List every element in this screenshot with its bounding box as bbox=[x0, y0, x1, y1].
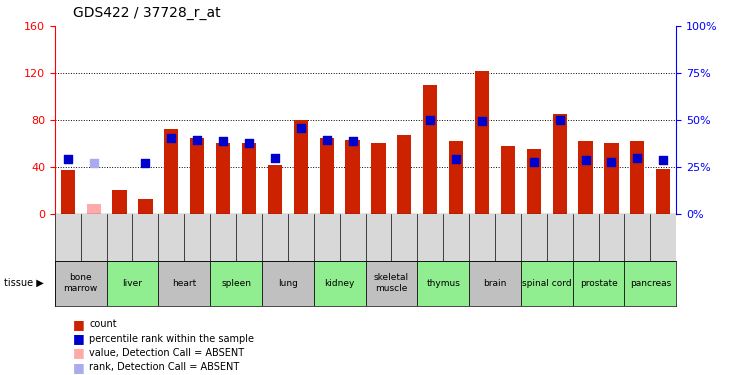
Bar bbox=[475, 71, 489, 214]
Text: GDS422 / 37728_r_at: GDS422 / 37728_r_at bbox=[73, 6, 221, 20]
Bar bbox=[61, 170, 75, 214]
Point bbox=[295, 125, 306, 131]
Text: pancreas: pancreas bbox=[629, 279, 671, 288]
Point bbox=[165, 135, 177, 141]
Text: ■: ■ bbox=[73, 346, 85, 359]
Point bbox=[217, 138, 229, 144]
Point bbox=[425, 117, 436, 123]
Bar bbox=[107, 261, 159, 306]
Bar bbox=[449, 141, 463, 214]
Bar bbox=[469, 261, 520, 306]
Bar bbox=[190, 138, 205, 214]
Text: percentile rank within the sample: percentile rank within the sample bbox=[89, 334, 254, 344]
Text: kidney: kidney bbox=[325, 279, 355, 288]
Bar bbox=[397, 135, 412, 214]
Bar bbox=[521, 261, 572, 306]
Text: ■: ■ bbox=[73, 332, 85, 345]
Bar bbox=[262, 261, 314, 306]
Text: heart: heart bbox=[172, 279, 197, 288]
Text: count: count bbox=[89, 320, 117, 329]
Text: ■: ■ bbox=[73, 318, 85, 331]
Bar bbox=[417, 261, 469, 306]
Bar bbox=[314, 261, 366, 306]
Bar bbox=[86, 204, 101, 214]
Bar bbox=[268, 165, 282, 214]
Bar bbox=[371, 144, 385, 214]
Bar bbox=[294, 120, 308, 214]
Point bbox=[140, 160, 151, 166]
Bar bbox=[211, 261, 262, 306]
Bar bbox=[113, 190, 126, 214]
Point bbox=[243, 141, 255, 147]
Bar bbox=[138, 198, 153, 214]
Bar bbox=[216, 144, 230, 214]
Point bbox=[450, 156, 462, 162]
Text: spinal cord: spinal cord bbox=[522, 279, 572, 288]
Point bbox=[62, 156, 74, 162]
Text: liver: liver bbox=[123, 279, 143, 288]
Bar bbox=[164, 129, 178, 214]
Text: ■: ■ bbox=[73, 361, 85, 374]
Text: value, Detection Call = ABSENT: value, Detection Call = ABSENT bbox=[89, 348, 244, 358]
Bar bbox=[501, 146, 515, 214]
Bar bbox=[423, 85, 437, 214]
Bar bbox=[55, 261, 107, 306]
Bar bbox=[366, 261, 417, 306]
Bar bbox=[242, 144, 256, 214]
Point bbox=[605, 159, 617, 165]
Text: lung: lung bbox=[278, 279, 298, 288]
Point bbox=[88, 160, 99, 166]
Point bbox=[346, 138, 358, 144]
Bar bbox=[346, 140, 360, 214]
Text: thymus: thymus bbox=[426, 279, 460, 288]
Bar bbox=[605, 144, 618, 214]
Point bbox=[632, 154, 643, 160]
Text: spleen: spleen bbox=[221, 279, 251, 288]
Text: rank, Detection Call = ABSENT: rank, Detection Call = ABSENT bbox=[89, 362, 240, 372]
Point bbox=[476, 118, 488, 124]
Point bbox=[321, 137, 333, 143]
Point bbox=[269, 154, 281, 160]
Text: skeletal
muscle: skeletal muscle bbox=[374, 273, 409, 293]
Text: bone
marrow: bone marrow bbox=[64, 273, 98, 293]
Point bbox=[554, 117, 566, 123]
Point bbox=[192, 137, 203, 143]
Bar bbox=[578, 141, 593, 214]
Text: prostate: prostate bbox=[580, 279, 618, 288]
Text: brain: brain bbox=[483, 279, 507, 288]
Text: tissue ▶: tissue ▶ bbox=[4, 278, 43, 288]
Point bbox=[580, 157, 591, 163]
Bar bbox=[624, 261, 676, 306]
Bar bbox=[572, 261, 624, 306]
Bar bbox=[526, 149, 541, 214]
Bar bbox=[630, 141, 645, 214]
Bar bbox=[159, 261, 211, 306]
Bar bbox=[553, 114, 567, 214]
Bar bbox=[656, 169, 670, 214]
Bar bbox=[319, 138, 334, 214]
Point bbox=[528, 159, 539, 165]
Point bbox=[657, 157, 669, 163]
